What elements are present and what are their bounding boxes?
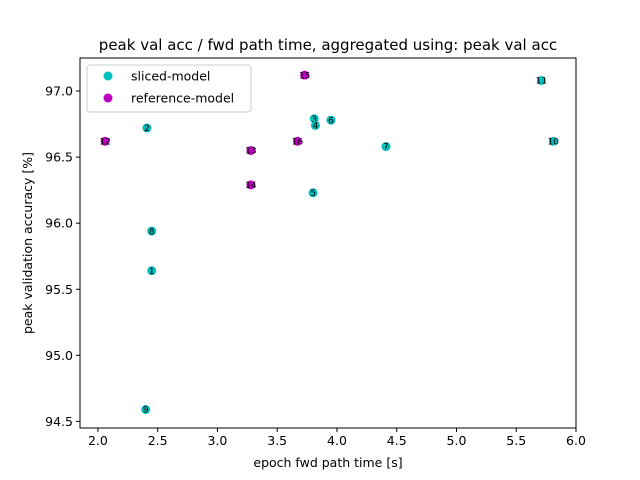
y-tick-label: 95.0	[45, 348, 73, 363]
point-label: 10	[548, 137, 560, 147]
point-label: 16	[292, 137, 304, 147]
x-tick-label: 6.0	[566, 433, 586, 448]
data-point	[147, 226, 157, 236]
axes-frame	[79, 57, 577, 429]
legend-label: reference-model	[131, 91, 234, 106]
data-point	[246, 146, 256, 155]
legend-marker	[103, 93, 113, 103]
point-label: 7	[383, 143, 389, 153]
legend-box	[86, 64, 252, 113]
data-point	[536, 75, 546, 85]
data-point	[147, 266, 157, 276]
data-point	[100, 136, 110, 146]
legend-label: sliced-model	[131, 69, 210, 84]
legend: sliced-model reference-model	[86, 64, 252, 113]
x-tick-label: 3.0	[208, 433, 228, 448]
data-point	[246, 180, 256, 190]
x-tick-label: 4.5	[387, 433, 407, 448]
y-tick-label: 94.5	[45, 414, 73, 429]
x-tick-label: 4.0	[327, 433, 347, 448]
point-label: 2	[144, 124, 150, 134]
point-label: 11	[536, 77, 547, 87]
point-label: 3	[311, 115, 317, 125]
point-label: 9	[143, 406, 149, 416]
x-tick-label: 5.0	[447, 433, 467, 448]
point-label: 12	[99, 137, 110, 147]
point-label: 13	[245, 147, 256, 157]
data-point	[381, 142, 391, 152]
point-label: 14	[245, 181, 257, 191]
data-point	[142, 123, 152, 133]
x-tick-label: 2.5	[148, 433, 168, 448]
point-label: 8	[149, 227, 155, 237]
y-axis-ticks: 94.5 95.0 95.5 96.0 96.5 97.0	[45, 84, 80, 429]
chart-title: peak val acc / fwd path time, aggregated…	[99, 36, 557, 54]
data-point	[548, 136, 558, 146]
y-axis-label: peak validation accuracy [%]	[20, 152, 35, 334]
legend-marker	[103, 71, 113, 81]
data-point	[293, 136, 303, 146]
x-tick-label: 2.0	[88, 433, 108, 448]
x-tick-label: 3.5	[267, 433, 287, 448]
x-tick-label: 5.5	[506, 433, 526, 448]
data-point	[310, 120, 320, 130]
data-point	[141, 405, 151, 414]
data-point	[300, 70, 310, 80]
y-tick-label: 95.5	[45, 282, 73, 297]
point-label: 6	[328, 116, 334, 126]
x-axis-label: epoch fwd path time [s]	[253, 455, 402, 470]
point-label: 1	[149, 267, 155, 277]
point-label: 15	[299, 71, 310, 81]
point-label: 5	[310, 189, 316, 199]
data-point	[326, 115, 336, 125]
point-label: 4	[313, 122, 319, 132]
y-tick-label: 96.0	[45, 216, 73, 231]
y-tick-label: 97.0	[45, 84, 73, 99]
data-point	[308, 188, 318, 198]
x-axis-ticks: 2.0 2.5 3.0 3.5 4.0 4.5 5.0 5.5 6.0	[88, 428, 586, 448]
y-tick-label: 96.5	[45, 150, 73, 165]
